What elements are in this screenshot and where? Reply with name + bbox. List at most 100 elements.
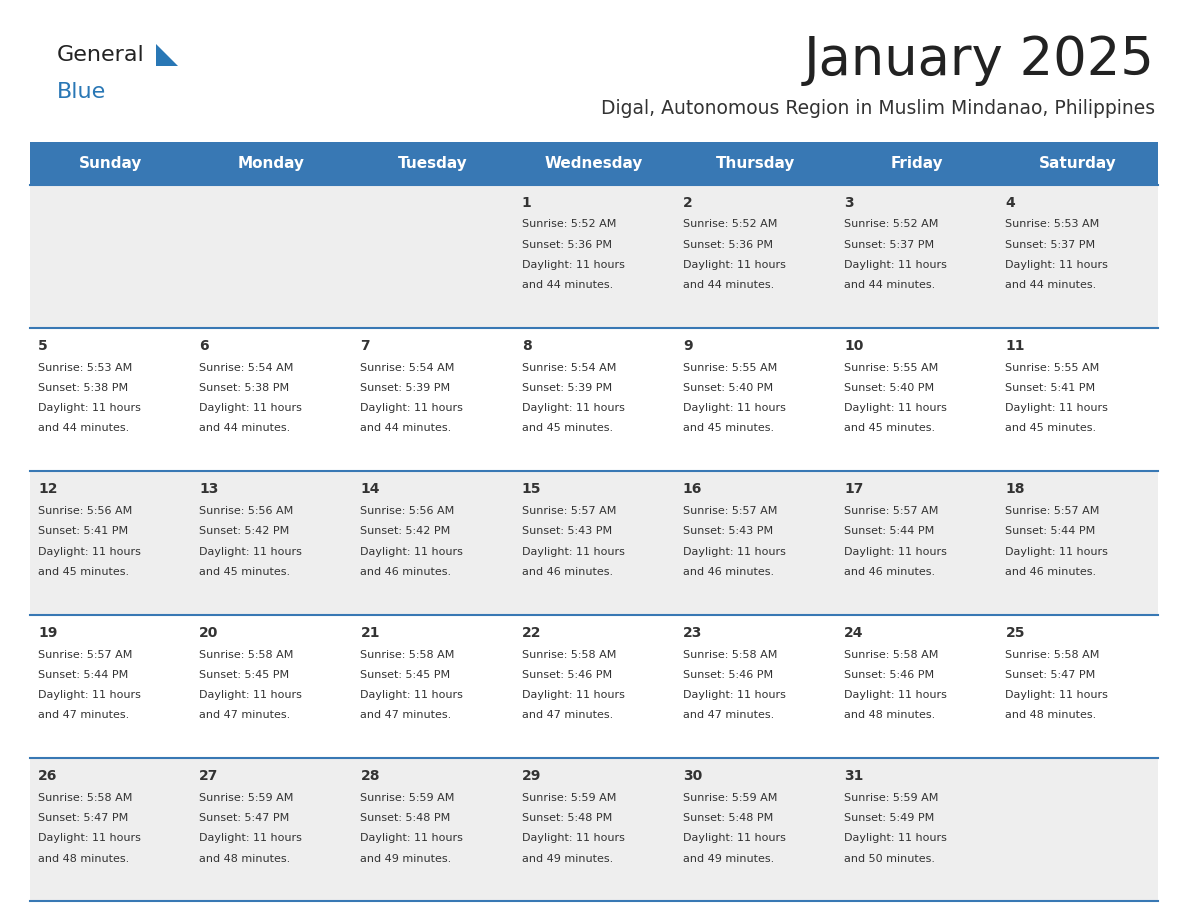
Text: and 46 minutes.: and 46 minutes. [683,566,775,577]
Text: Sunrise: 5:55 AM: Sunrise: 5:55 AM [683,363,777,373]
Text: Sunrise: 5:59 AM: Sunrise: 5:59 AM [845,793,939,803]
Text: Sunset: 5:49 PM: Sunset: 5:49 PM [845,813,935,823]
Text: Sunset: 5:36 PM: Sunset: 5:36 PM [522,240,612,250]
Text: Tuesday: Tuesday [398,156,468,171]
Text: Sunrise: 5:56 AM: Sunrise: 5:56 AM [38,506,132,516]
Text: Sunrise: 5:52 AM: Sunrise: 5:52 AM [845,219,939,230]
Text: Sunset: 5:40 PM: Sunset: 5:40 PM [845,383,934,393]
Text: Sunset: 5:44 PM: Sunset: 5:44 PM [1005,526,1095,536]
Text: and 50 minutes.: and 50 minutes. [845,854,935,864]
Text: Daylight: 11 hours: Daylight: 11 hours [200,834,302,844]
Text: Sunrise: 5:52 AM: Sunrise: 5:52 AM [683,219,777,230]
Text: 14: 14 [360,482,380,497]
Text: January 2025: January 2025 [804,34,1155,85]
Text: Sunrise: 5:58 AM: Sunrise: 5:58 AM [683,650,777,659]
Text: Daylight: 11 hours: Daylight: 11 hours [38,546,141,556]
Text: Sunrise: 5:57 AM: Sunrise: 5:57 AM [522,506,617,516]
Text: General: General [57,45,145,65]
Text: Sunset: 5:47 PM: Sunset: 5:47 PM [38,813,128,823]
Text: and 49 minutes.: and 49 minutes. [522,854,613,864]
Text: Sunset: 5:45 PM: Sunset: 5:45 PM [360,670,450,679]
Text: 23: 23 [683,626,702,640]
Text: Wednesday: Wednesday [545,156,643,171]
Text: Sunrise: 5:53 AM: Sunrise: 5:53 AM [1005,219,1100,230]
Text: Thursday: Thursday [715,156,795,171]
Text: and 49 minutes.: and 49 minutes. [683,854,775,864]
Text: and 44 minutes.: and 44 minutes. [683,280,775,290]
Text: Sunrise: 5:57 AM: Sunrise: 5:57 AM [1005,506,1100,516]
Text: 29: 29 [522,769,541,783]
Text: Daylight: 11 hours: Daylight: 11 hours [38,834,141,844]
Text: Sunrise: 5:56 AM: Sunrise: 5:56 AM [200,506,293,516]
Text: Sunset: 5:46 PM: Sunset: 5:46 PM [522,670,612,679]
Text: Sunset: 5:48 PM: Sunset: 5:48 PM [360,813,450,823]
Text: Sunset: 5:43 PM: Sunset: 5:43 PM [683,526,773,536]
Text: 16: 16 [683,482,702,497]
Text: Sunset: 5:38 PM: Sunset: 5:38 PM [38,383,128,393]
Text: Sunrise: 5:55 AM: Sunrise: 5:55 AM [845,363,939,373]
Text: Sunset: 5:39 PM: Sunset: 5:39 PM [360,383,450,393]
Text: 4: 4 [1005,196,1015,209]
Text: Daylight: 11 hours: Daylight: 11 hours [522,690,625,700]
Text: Sunset: 5:46 PM: Sunset: 5:46 PM [683,670,773,679]
Text: Sunrise: 5:59 AM: Sunrise: 5:59 AM [522,793,617,803]
Text: Sunset: 5:37 PM: Sunset: 5:37 PM [845,240,934,250]
Text: and 48 minutes.: and 48 minutes. [38,854,129,864]
Text: 10: 10 [845,339,864,353]
Text: Daylight: 11 hours: Daylight: 11 hours [522,546,625,556]
Text: Sunrise: 5:58 AM: Sunrise: 5:58 AM [38,793,132,803]
Text: Sunset: 5:41 PM: Sunset: 5:41 PM [1005,383,1095,393]
Text: 15: 15 [522,482,542,497]
Text: Sunrise: 5:54 AM: Sunrise: 5:54 AM [200,363,293,373]
Text: Daylight: 11 hours: Daylight: 11 hours [683,403,785,413]
Text: Daylight: 11 hours: Daylight: 11 hours [845,546,947,556]
Text: Daylight: 11 hours: Daylight: 11 hours [522,403,625,413]
Text: Daylight: 11 hours: Daylight: 11 hours [683,834,785,844]
Text: 9: 9 [683,339,693,353]
Text: 27: 27 [200,769,219,783]
Text: Daylight: 11 hours: Daylight: 11 hours [683,690,785,700]
Text: Sunrise: 5:58 AM: Sunrise: 5:58 AM [200,650,293,659]
Text: 20: 20 [200,626,219,640]
Text: Daylight: 11 hours: Daylight: 11 hours [845,403,947,413]
Text: Daylight: 11 hours: Daylight: 11 hours [1005,690,1108,700]
Text: 1: 1 [522,196,531,209]
Text: Sunrise: 5:57 AM: Sunrise: 5:57 AM [683,506,777,516]
Text: and 45 minutes.: and 45 minutes. [38,566,129,577]
Text: Daylight: 11 hours: Daylight: 11 hours [38,690,141,700]
Text: and 47 minutes.: and 47 minutes. [522,711,613,720]
Text: 22: 22 [522,626,542,640]
Text: 28: 28 [360,769,380,783]
Text: Daylight: 11 hours: Daylight: 11 hours [360,546,463,556]
Text: Daylight: 11 hours: Daylight: 11 hours [845,260,947,270]
Text: and 45 minutes.: and 45 minutes. [200,566,290,577]
Text: Daylight: 11 hours: Daylight: 11 hours [522,260,625,270]
Text: Sunset: 5:45 PM: Sunset: 5:45 PM [200,670,290,679]
Text: 7: 7 [360,339,371,353]
Text: and 45 minutes.: and 45 minutes. [522,423,613,433]
Text: and 47 minutes.: and 47 minutes. [200,711,291,720]
Text: and 47 minutes.: and 47 minutes. [38,711,129,720]
Text: Sunset: 5:42 PM: Sunset: 5:42 PM [360,526,450,536]
Text: Sunrise: 5:54 AM: Sunrise: 5:54 AM [360,363,455,373]
Text: 25: 25 [1005,626,1025,640]
Text: and 44 minutes.: and 44 minutes. [360,423,451,433]
Text: Daylight: 11 hours: Daylight: 11 hours [845,690,947,700]
Text: and 45 minutes.: and 45 minutes. [683,423,775,433]
Text: Daylight: 11 hours: Daylight: 11 hours [1005,403,1108,413]
Text: 11: 11 [1005,339,1025,353]
Text: Sunset: 5:41 PM: Sunset: 5:41 PM [38,526,128,536]
Text: Digal, Autonomous Region in Muslim Mindanao, Philippines: Digal, Autonomous Region in Muslim Minda… [601,99,1155,118]
Text: Daylight: 11 hours: Daylight: 11 hours [845,834,947,844]
Text: Daylight: 11 hours: Daylight: 11 hours [522,834,625,844]
Text: 8: 8 [522,339,531,353]
Text: 31: 31 [845,769,864,783]
Text: Sunset: 5:37 PM: Sunset: 5:37 PM [1005,240,1095,250]
Text: Sunrise: 5:57 AM: Sunrise: 5:57 AM [38,650,132,659]
Text: Daylight: 11 hours: Daylight: 11 hours [360,690,463,700]
Text: 5: 5 [38,339,48,353]
Text: 26: 26 [38,769,57,783]
Text: and 47 minutes.: and 47 minutes. [360,711,451,720]
Text: and 49 minutes.: and 49 minutes. [360,854,451,864]
Text: 2: 2 [683,196,693,209]
